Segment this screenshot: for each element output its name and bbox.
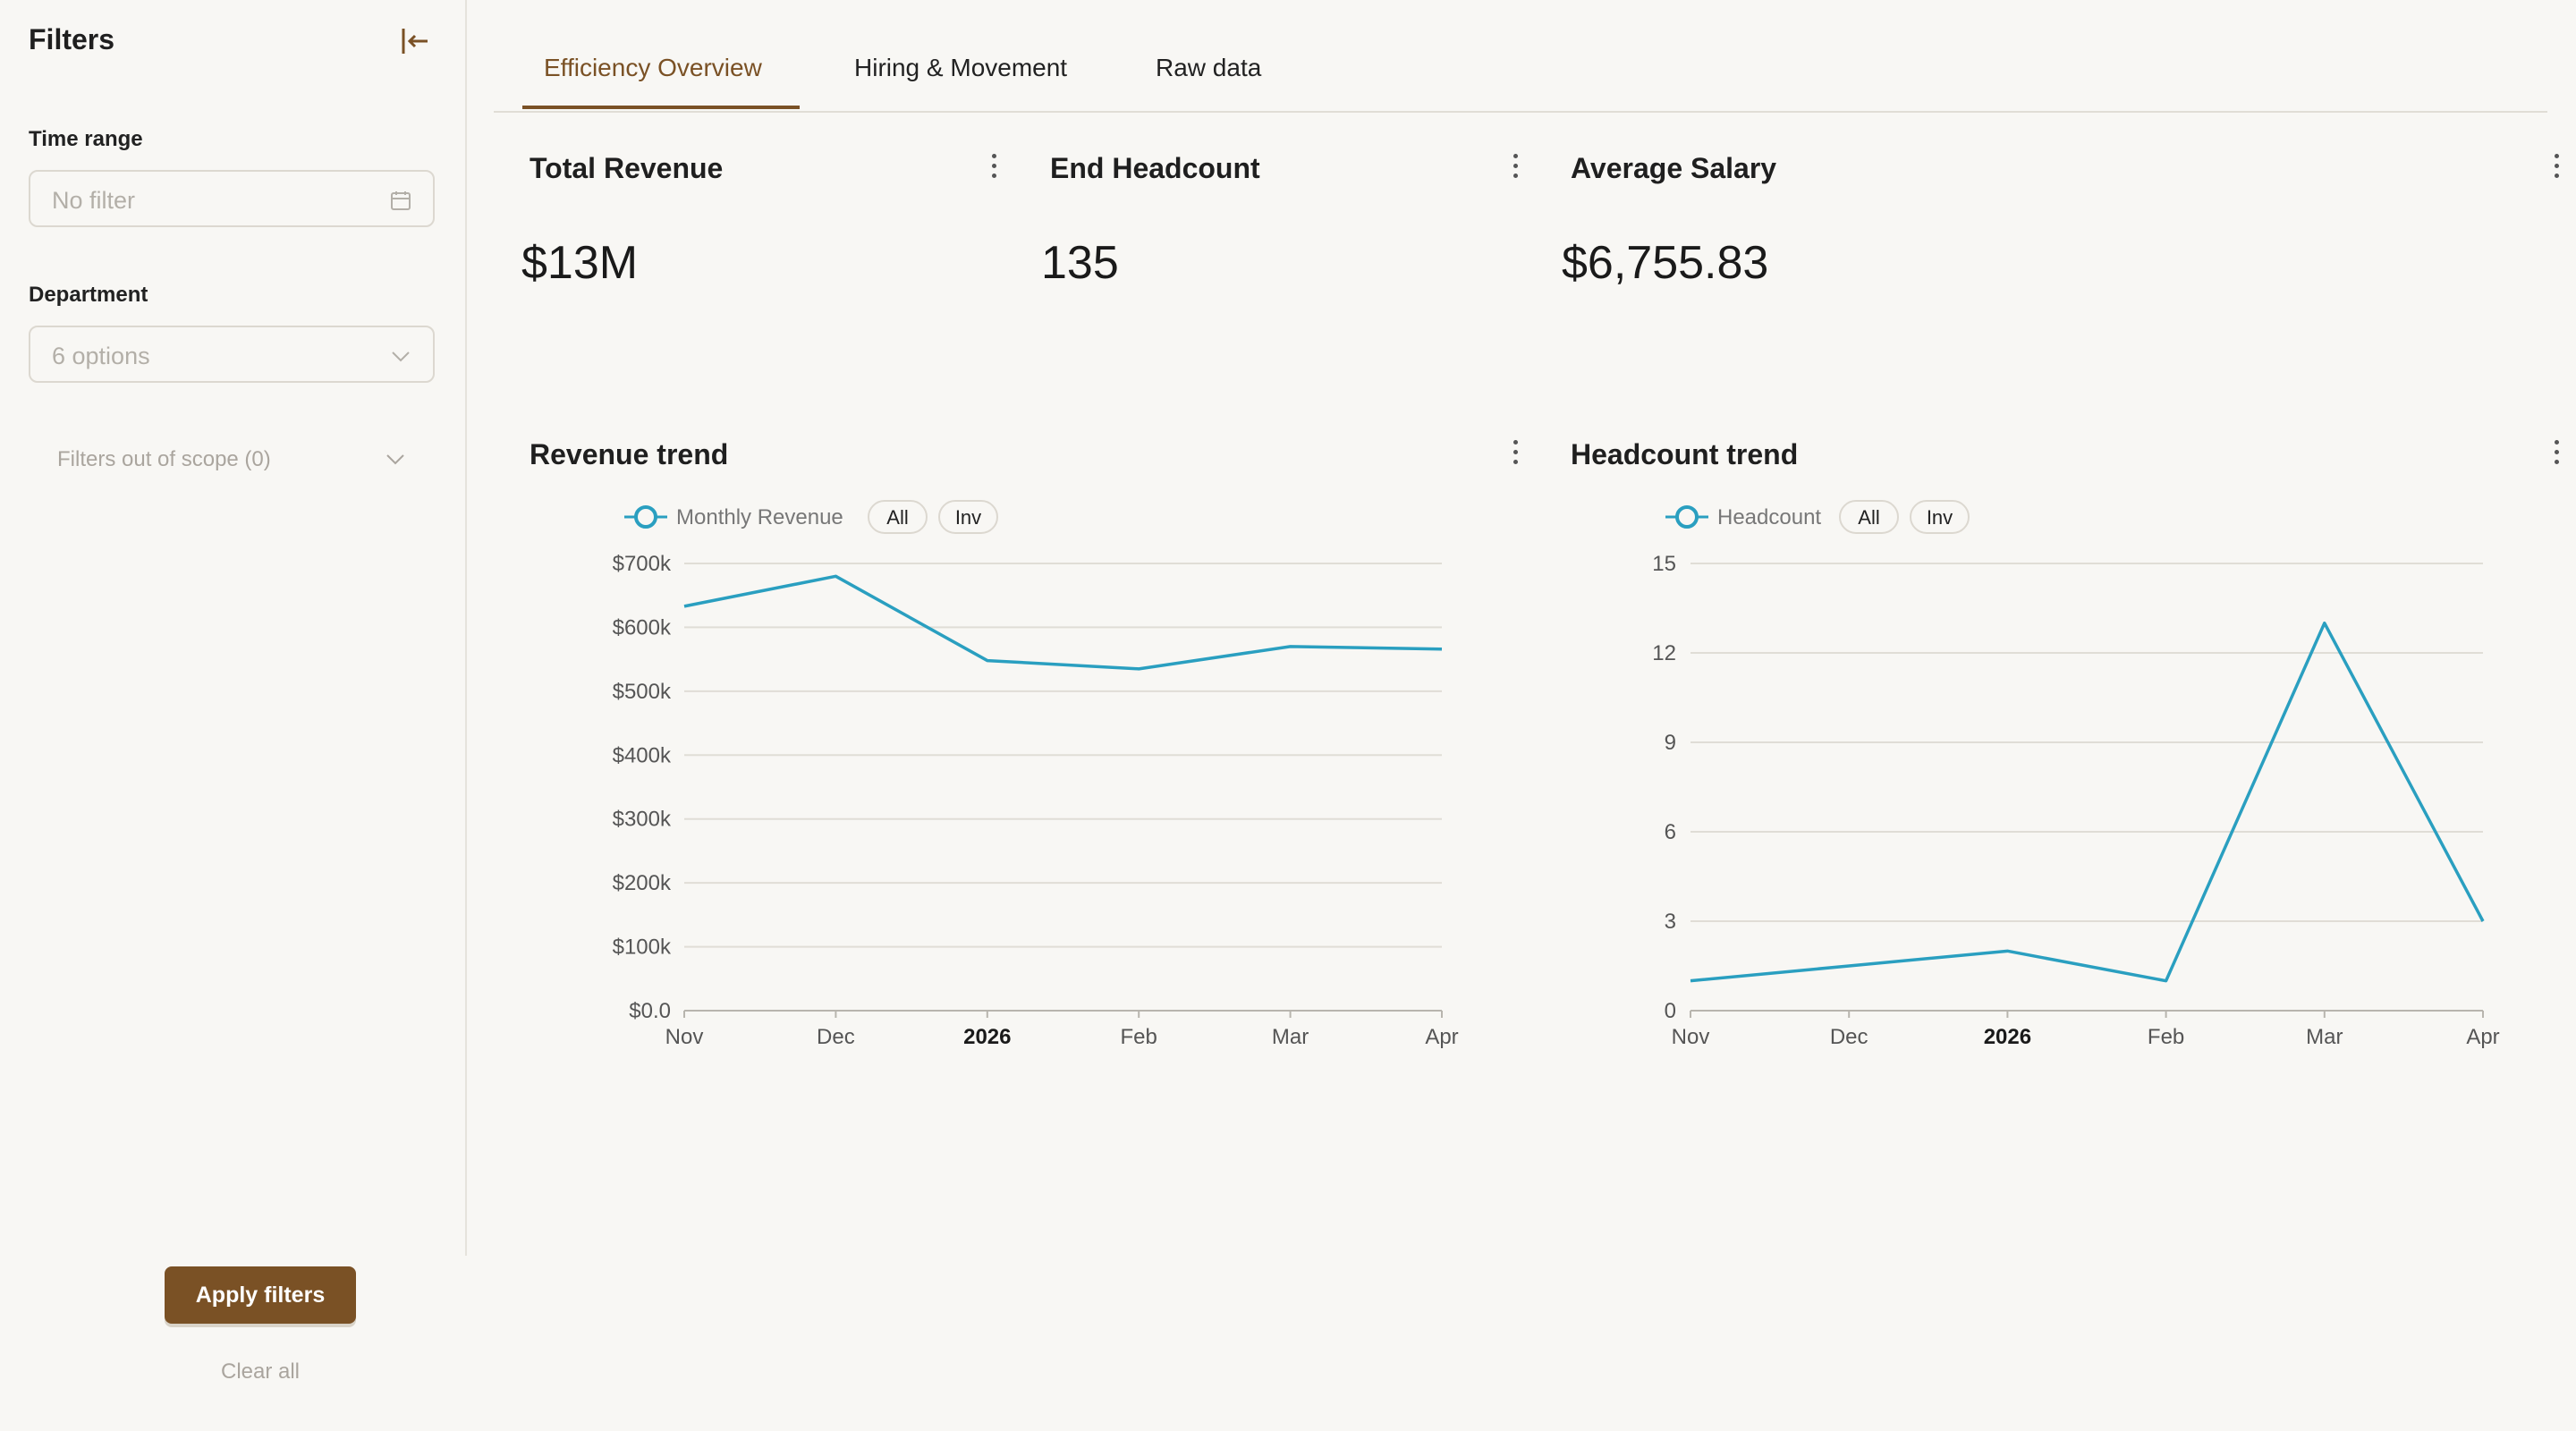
y-tick-label: $400k	[613, 743, 672, 767]
y-tick-label: $600k	[613, 615, 672, 639]
time-range-label: Time range	[29, 127, 143, 151]
y-tick-label: $0.0	[629, 999, 671, 1023]
department-label: Department	[29, 283, 148, 307]
department-placeholder: 6 options	[52, 343, 150, 369]
clear-all-button[interactable]: Clear all	[220, 1359, 301, 1384]
x-tick-label: Dec	[817, 1025, 855, 1049]
legend-all-button[interactable]	[868, 500, 928, 534]
y-tick-label: $300k	[613, 808, 672, 832]
time-range-placeholder: No filter	[52, 187, 136, 214]
time-range-input[interactable]: No filter	[29, 170, 435, 227]
x-tick-label: Nov	[665, 1025, 704, 1049]
sidebar-title: Filters	[29, 23, 115, 55]
filters-sidebar: Filters Time range No filter Department …	[0, 0, 467, 1256]
tab-efficiency-overview[interactable]: Efficiency Overview	[544, 54, 762, 81]
kpi-value-total-revenue: $13M	[521, 237, 639, 289]
average-salary-menu-icon[interactable]	[2551, 154, 2562, 184]
active-tab-indicator	[522, 106, 800, 109]
department-select[interactable]: 6 options	[29, 326, 435, 383]
y-tick-label: $100k	[613, 936, 672, 960]
kpi-title-total-revenue: Total Revenue	[530, 152, 724, 184]
series-line	[683, 574, 1443, 671]
kpi-value-end-headcount: 135	[1041, 237, 1119, 289]
chevron-down-icon	[390, 345, 411, 367]
y-tick-label: $200k	[613, 871, 672, 895]
headcount-trend-menu-icon[interactable]	[2551, 440, 2562, 470]
x-tick-label: Feb	[1121, 1025, 1157, 1049]
revenue-trend-menu-icon[interactable]	[1510, 440, 1521, 470]
x-tick-label: 2026	[963, 1025, 1011, 1049]
kpi-title-end-headcount: End Headcount	[1050, 152, 1260, 184]
x-tick-label: Mar	[1272, 1025, 1309, 1049]
apply-filters-button[interactable]: Apply filters	[165, 1266, 356, 1324]
legend-series-name[interactable]: Monthly Revenue	[676, 505, 843, 529]
tab-bar: Efficiency Overview Hiring & Movement Ra…	[494, 0, 2547, 113]
end-headcount-menu-icon[interactable]	[1510, 154, 1521, 184]
legend-inv-label: Inv	[955, 506, 981, 529]
x-tick-label: Apr	[1425, 1025, 1458, 1049]
tab-raw-data[interactable]: Raw data	[1156, 54, 1262, 81]
calendar-icon	[390, 190, 411, 211]
y-tick-label: $700k	[613, 552, 672, 576]
kpi-title-average-salary: Average Salary	[1571, 152, 1777, 184]
chevron-down-icon	[385, 451, 406, 469]
tab-hiring-movement[interactable]: Hiring & Movement	[854, 54, 1068, 81]
filters-out-of-scope-toggle[interactable]: Filters out of scope (0)	[57, 445, 406, 476]
legend-marker-icon	[634, 505, 657, 529]
legend-inv-button[interactable]	[938, 500, 998, 534]
total-revenue-menu-icon[interactable]	[988, 154, 999, 184]
y-tick-label: $500k	[613, 680, 672, 704]
legend-all-label: All	[886, 506, 908, 529]
chart-title-revenue-trend: Revenue trend	[530, 438, 729, 470]
collapse-sidebar-icon[interactable]	[399, 25, 431, 57]
kpi-value-average-salary: $6,755.83	[1562, 237, 1769, 289]
chart-title-headcount-trend: Headcount trend	[1571, 438, 1799, 470]
filters-out-of-scope-label: Filters out of scope (0)	[57, 447, 271, 471]
